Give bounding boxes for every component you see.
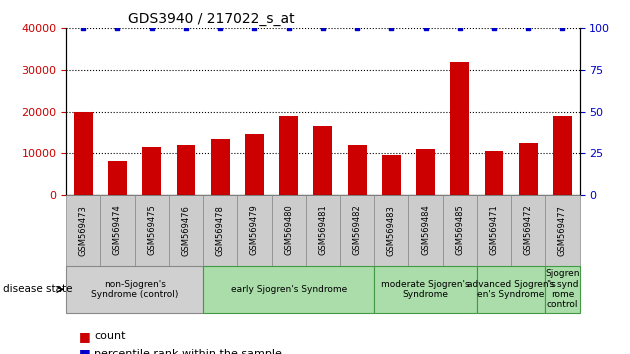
- Bar: [203, 195, 238, 266]
- Point: [558, 25, 568, 31]
- Bar: [135, 195, 169, 266]
- Text: moderate Sjogren's
Syndrome: moderate Sjogren's Syndrome: [381, 280, 470, 299]
- Text: advanced Sjogren's
en's Syndrome: advanced Sjogren's en's Syndrome: [467, 280, 556, 299]
- Bar: [203, 266, 374, 313]
- Bar: [314, 126, 332, 195]
- Point: [523, 25, 533, 31]
- Point: [147, 25, 157, 31]
- Text: disease state: disease state: [3, 284, 72, 295]
- Text: ■: ■: [79, 330, 94, 343]
- Bar: [108, 161, 127, 195]
- Text: GSM569480: GSM569480: [284, 205, 293, 256]
- Bar: [450, 62, 469, 195]
- Text: GSM569473: GSM569473: [79, 205, 88, 256]
- Text: GSM569477: GSM569477: [558, 205, 567, 256]
- Bar: [238, 195, 272, 266]
- Text: GSM569481: GSM569481: [318, 205, 328, 256]
- Text: GSM569482: GSM569482: [353, 205, 362, 256]
- Point: [112, 25, 122, 31]
- Text: non-Sjogren's
Syndrome (control): non-Sjogren's Syndrome (control): [91, 280, 178, 299]
- Bar: [245, 135, 264, 195]
- Text: GSM569475: GSM569475: [147, 205, 156, 256]
- Text: count: count: [94, 331, 126, 341]
- Text: percentile rank within the sample: percentile rank within the sample: [94, 349, 282, 354]
- Point: [78, 25, 88, 31]
- Text: GSM569471: GSM569471: [490, 205, 498, 256]
- Point: [489, 25, 499, 31]
- Bar: [348, 145, 367, 195]
- Point: [181, 25, 191, 31]
- Point: [318, 25, 328, 31]
- Bar: [142, 147, 161, 195]
- Bar: [484, 151, 503, 195]
- Point: [352, 25, 362, 31]
- Text: GSM569474: GSM569474: [113, 205, 122, 256]
- Point: [386, 25, 396, 31]
- Bar: [477, 266, 546, 313]
- Bar: [374, 266, 477, 313]
- Point: [455, 25, 465, 31]
- Bar: [74, 112, 93, 195]
- Text: GSM569483: GSM569483: [387, 205, 396, 256]
- Bar: [169, 195, 203, 266]
- Bar: [374, 195, 408, 266]
- Text: GSM569479: GSM569479: [250, 205, 259, 256]
- Bar: [477, 195, 511, 266]
- Text: ■: ■: [79, 348, 94, 354]
- Bar: [279, 116, 298, 195]
- Bar: [416, 149, 435, 195]
- Bar: [546, 195, 580, 266]
- Bar: [176, 145, 195, 195]
- Bar: [272, 195, 306, 266]
- Text: GDS3940 / 217022_s_at: GDS3940 / 217022_s_at: [128, 12, 294, 26]
- Bar: [340, 195, 374, 266]
- Bar: [306, 195, 340, 266]
- Text: GSM569484: GSM569484: [421, 205, 430, 256]
- Text: early Sjogren's Syndrome: early Sjogren's Syndrome: [231, 285, 346, 294]
- Text: GSM569472: GSM569472: [524, 205, 533, 256]
- Bar: [100, 195, 135, 266]
- Bar: [66, 195, 100, 266]
- Point: [215, 25, 226, 31]
- Text: GSM569485: GSM569485: [455, 205, 464, 256]
- Bar: [553, 116, 572, 195]
- Bar: [519, 143, 537, 195]
- Point: [420, 25, 430, 31]
- Text: GSM569478: GSM569478: [215, 205, 225, 256]
- Bar: [408, 195, 443, 266]
- Text: Sjogren
's synd
rome
control: Sjogren 's synd rome control: [545, 269, 580, 309]
- Bar: [211, 138, 229, 195]
- Bar: [66, 266, 203, 313]
- Bar: [443, 195, 477, 266]
- Bar: [546, 266, 580, 313]
- Bar: [382, 155, 401, 195]
- Point: [249, 25, 260, 31]
- Text: GSM569476: GSM569476: [181, 205, 190, 256]
- Point: [284, 25, 294, 31]
- Bar: [511, 195, 546, 266]
